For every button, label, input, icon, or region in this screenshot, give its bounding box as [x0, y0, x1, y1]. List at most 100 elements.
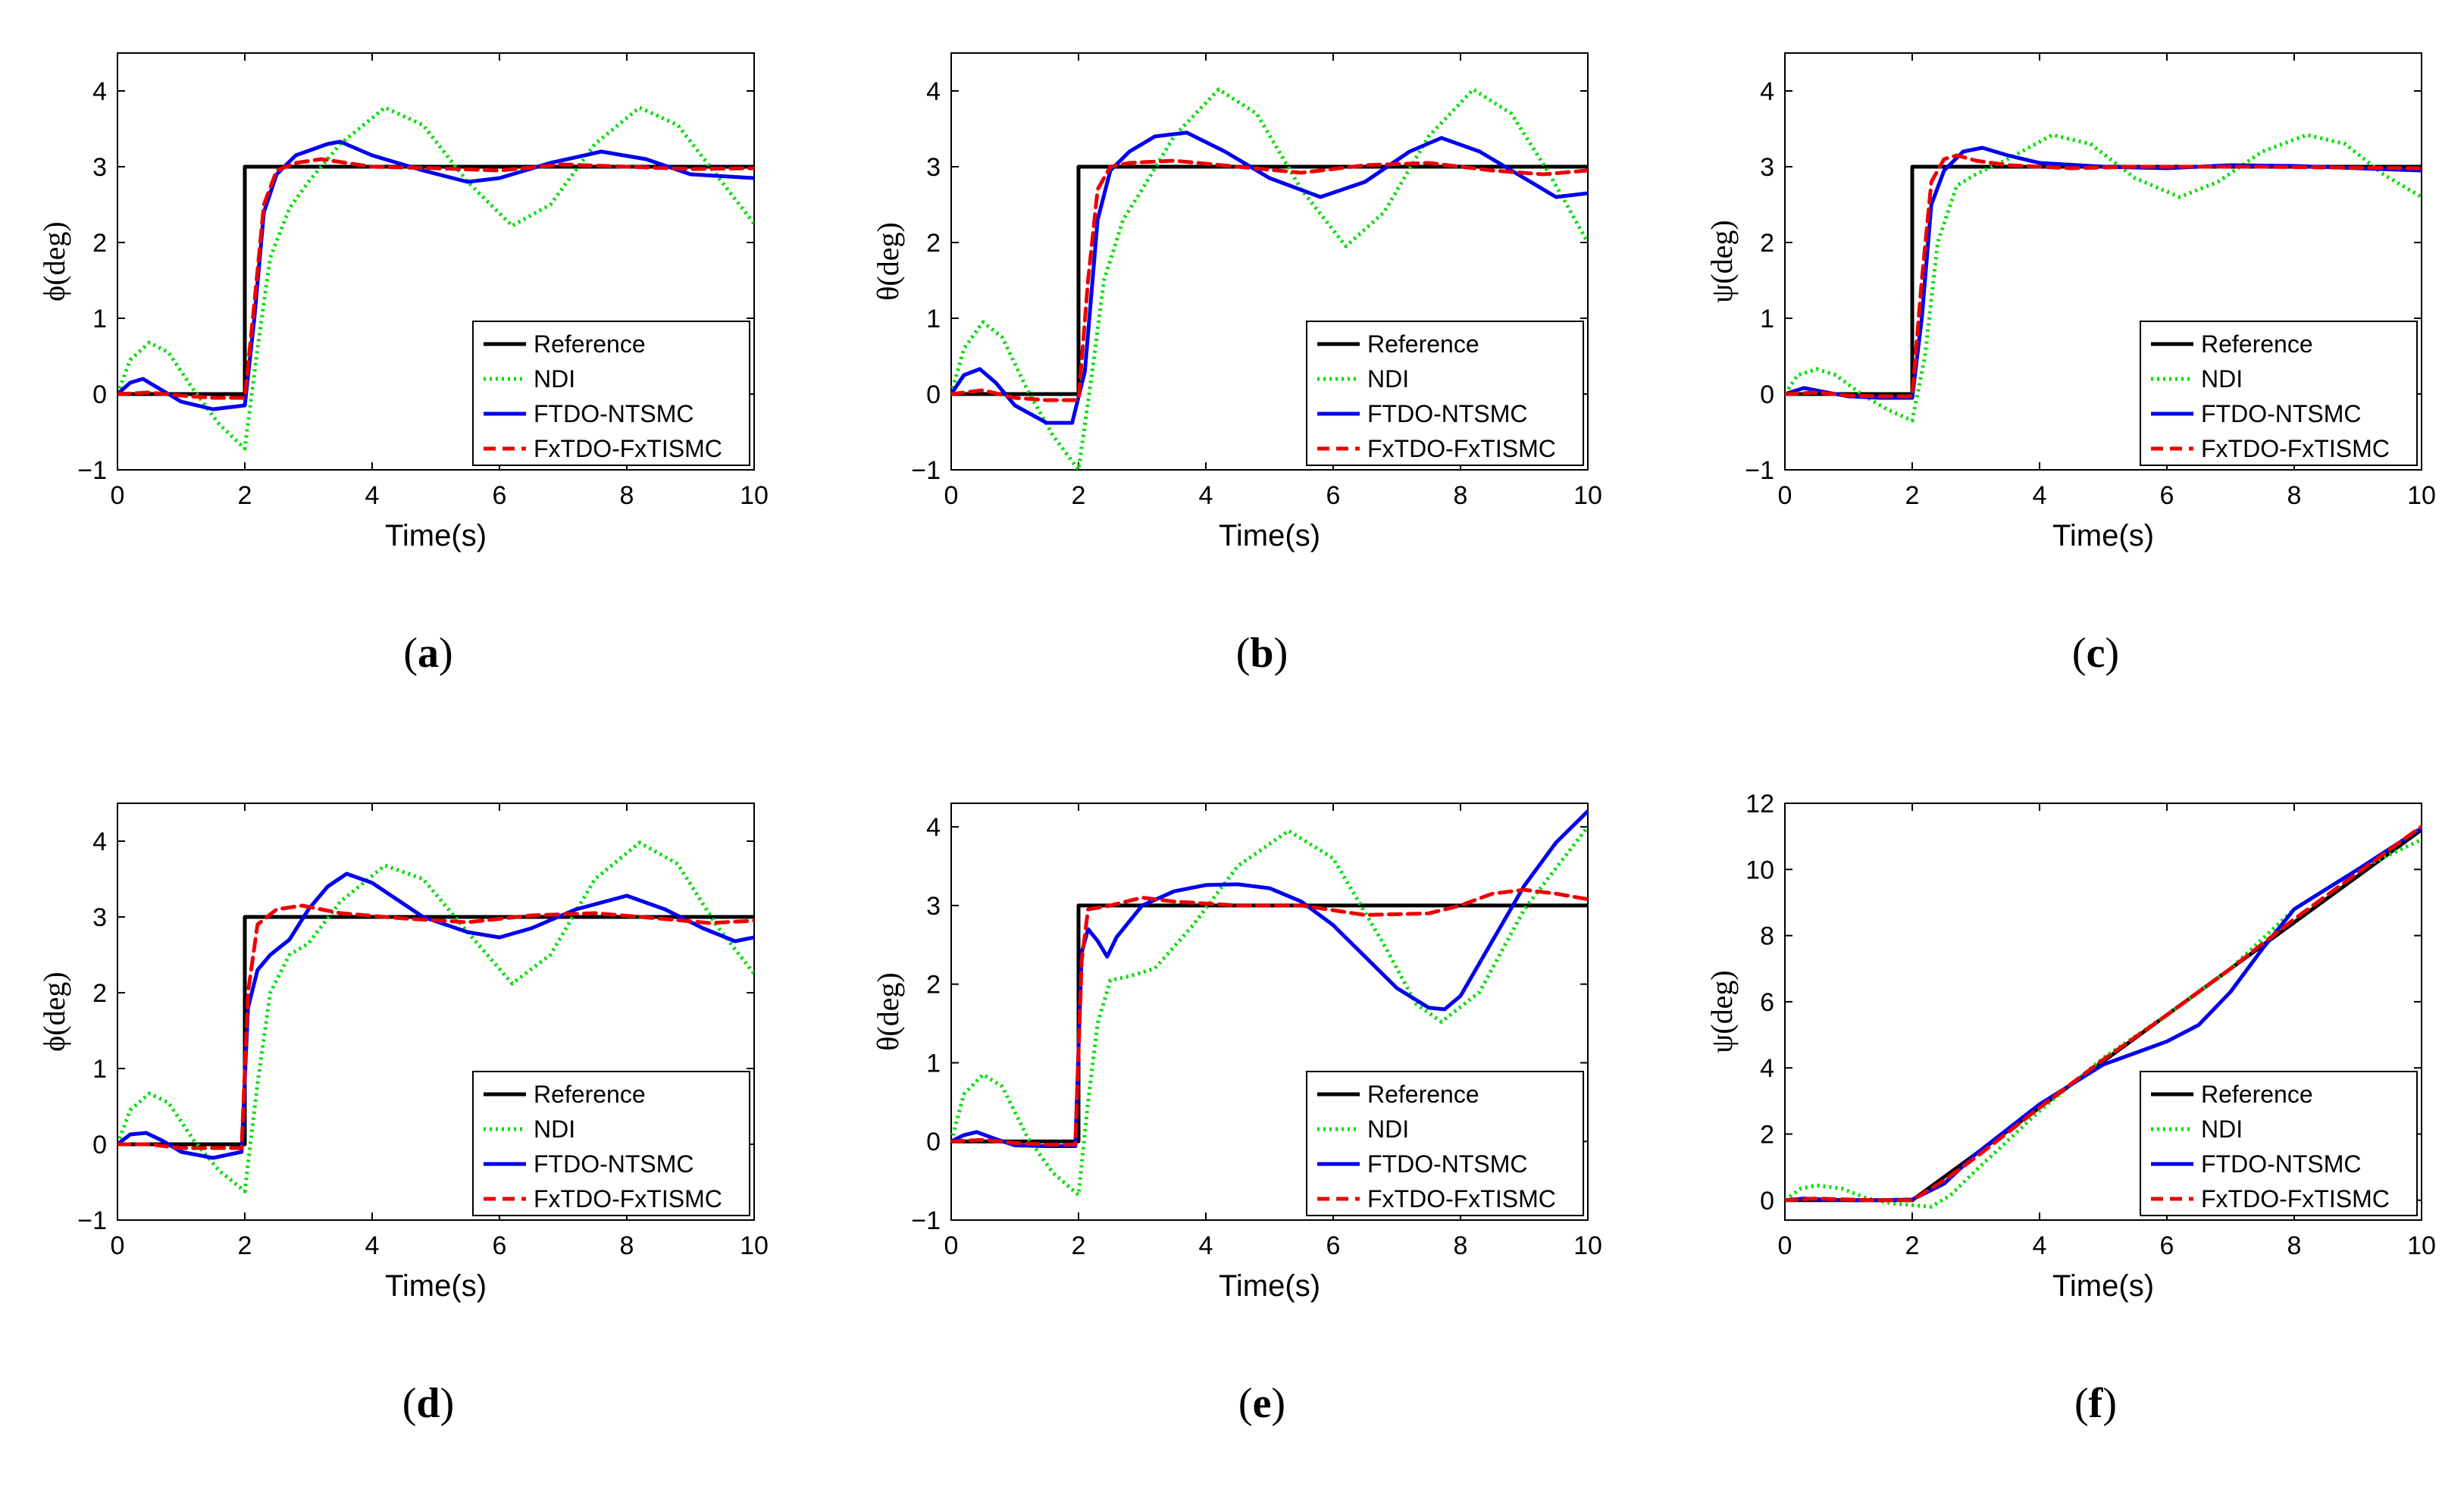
x-tick-label: 4	[2033, 1231, 2047, 1260]
y-tick-label: 4	[926, 77, 941, 106]
legend-entry: FTDO-NTSMC	[534, 1150, 694, 1178]
y-tick-label: 8	[1760, 922, 1774, 951]
y-tick-label: −1	[1745, 456, 1774, 485]
series-line-ftdo-ntsmc	[117, 871, 754, 1160]
y-tick-label: 1	[92, 1055, 107, 1084]
x-axis-label: Time(s)	[2052, 1269, 2154, 1303]
series-group	[1785, 133, 2422, 423]
panel-b: 0 2 4 6 8 10 −1 0 1 2 3 4 Time(s) θ(deg) Reference NDI F…	[856, 23, 1667, 735]
legend-entry: FTDO-NTSMC	[2201, 400, 2362, 427]
series-line-ndi	[1785, 837, 2422, 1209]
legend-entry: NDI	[534, 1115, 575, 1143]
x-tick-label: 10	[2407, 1231, 2436, 1260]
caption-open: (	[2074, 1380, 2089, 1427]
legend-entry: NDI	[1367, 365, 1409, 393]
series-line-ndi	[1785, 133, 2422, 423]
x-axis-label: Time(s)	[385, 519, 487, 552]
y-tick-label: 2	[926, 229, 941, 258]
series-group	[951, 87, 1588, 470]
panel-c: 0 2 4 6 8 10 −1 0 1 2 3 4 Time(s) ψ(deg) Reference NDI F…	[1690, 23, 2464, 735]
x-tick-label: 2	[1905, 481, 1920, 510]
x-tick-label: 4	[2033, 481, 2047, 510]
y-axis-label: θ(deg)	[871, 222, 905, 301]
y-tick-label: 2	[1760, 1121, 1774, 1150]
chart-a: 0 2 4 6 8 10−101234Time(s)ϕ(deg)ReferenceNDIF…	[37, 52, 769, 552]
x-tick-label: 10	[740, 481, 769, 510]
x-tick-label: 6	[1326, 481, 1341, 510]
y-tick-label: 3	[1760, 153, 1774, 182]
y-tick-label: 3	[926, 153, 941, 182]
y-tick-label: 0	[92, 1131, 107, 1159]
legend-entry: FxTDO-FxTISMC	[1367, 1185, 1556, 1212]
x-tick-label: 0	[1778, 481, 1792, 510]
legend-entry: Reference	[534, 1081, 646, 1108]
legend-entry: FTDO-NTSMC	[1367, 1150, 1528, 1178]
legend-entry: NDI	[1367, 1115, 1409, 1143]
series-line-ftdo-ntsmc	[951, 809, 1588, 1148]
caption-close: )	[1271, 1380, 1286, 1427]
caption-open: (	[403, 630, 418, 677]
y-tick-label: 4	[1760, 1054, 1774, 1083]
legend-entry: NDI	[534, 365, 575, 393]
legend-entry: Reference	[534, 330, 646, 358]
y-tick-label: 6	[1760, 988, 1774, 1017]
legend-entry: FxTDO-FxTISMC	[1367, 435, 1556, 462]
y-axis-label: θ(deg)	[871, 972, 905, 1051]
panel-d: 0 2 4 6 8 10 −1 0 1 2 3 4 Time(s) ϕ(deg) Reference NDI F…	[23, 773, 834, 1485]
legend-entry: FxTDO-FxTISMC	[534, 435, 722, 462]
legend-entry: FxTDO-FxTISMC	[2201, 1185, 2390, 1212]
legend-entry: FTDO-NTSMC	[1367, 400, 1528, 427]
y-tick-label: −1	[77, 1206, 107, 1235]
y-tick-label: −1	[911, 1206, 941, 1235]
x-tick-label: 0	[111, 481, 125, 510]
x-axis-label: Time(s)	[1219, 519, 1320, 552]
legend-entry: FTDO-NTSMC	[534, 400, 694, 427]
y-tick-label: 1	[926, 305, 941, 333]
caption-d: (d)	[23, 1379, 834, 1428]
y-tick-label: 2	[92, 229, 107, 258]
y-axis-label: ψ(deg)	[1705, 220, 1739, 302]
y-tick-label: 3	[92, 153, 107, 182]
chart-f: 0 2 4 6 8 10 0 2 4 6 8 10 12 Time(s) ψ(deg) Reference ND…	[1705, 790, 2436, 1303]
x-tick-label: 4	[365, 481, 380, 510]
x-tick-label: 6	[493, 1231, 507, 1260]
y-tick-label: 1	[926, 1049, 941, 1078]
caption-open: (	[1238, 1380, 1253, 1427]
x-tick-label: 2	[1072, 1231, 1086, 1260]
x-tick-label: 4	[1199, 481, 1213, 510]
caption-close: )	[2102, 1380, 2117, 1427]
y-tick-label: 2	[926, 971, 941, 1000]
y-tick-label: −1	[911, 456, 941, 485]
series-line-fxtdo-fxtismc	[951, 158, 1588, 402]
panel-e: 0 2 4 6 8 10 −1 0 1 2 3 4 Time(s) θ(deg) Reference NDI F…	[856, 773, 1667, 1485]
series-line-ndi	[951, 87, 1588, 470]
legend-entry: Reference	[1367, 1081, 1479, 1108]
chart-c: 0 2 4 6 8 10−101234Time(s)ψ(deg)ReferenceNDIF…	[1705, 52, 2436, 552]
y-tick-label: 4	[92, 77, 107, 106]
x-tick-label: 8	[1454, 1231, 1468, 1260]
caption-close: )	[1273, 630, 1288, 677]
x-tick-label: 10	[740, 1231, 769, 1260]
y-axis-label: ϕ(deg)	[37, 972, 71, 1051]
y-tick-label: 12	[1745, 790, 1774, 818]
chart-d: 0 2 4 6 8 10−101234Time(s)ϕ(deg)ReferenceNDIF…	[37, 803, 769, 1303]
x-tick-label: 8	[2287, 481, 2302, 510]
caption-b: (b)	[856, 629, 1667, 677]
series-line-ndi	[117, 105, 754, 451]
x-tick-label: 8	[620, 1231, 634, 1260]
x-tick-label: 10	[1573, 481, 1602, 510]
y-tick-label: 0	[926, 1128, 941, 1156]
caption-c: (c)	[1690, 629, 2464, 677]
caption-letter: f	[2088, 1380, 2103, 1427]
x-tick-label: 0	[944, 1231, 959, 1260]
series-group	[951, 809, 1588, 1197]
y-tick-label: 0	[1760, 380, 1774, 409]
x-tick-label: 6	[493, 481, 507, 510]
series-line-fxtdo-fxtismc	[1785, 153, 2422, 399]
x-tick-label: 10	[2407, 481, 2436, 510]
x-tick-label: 0	[944, 481, 959, 510]
y-tick-label: 0	[1760, 1187, 1774, 1216]
series-line-reference	[951, 164, 1588, 396]
y-axis-label: ψ(deg)	[1705, 970, 1739, 1053]
